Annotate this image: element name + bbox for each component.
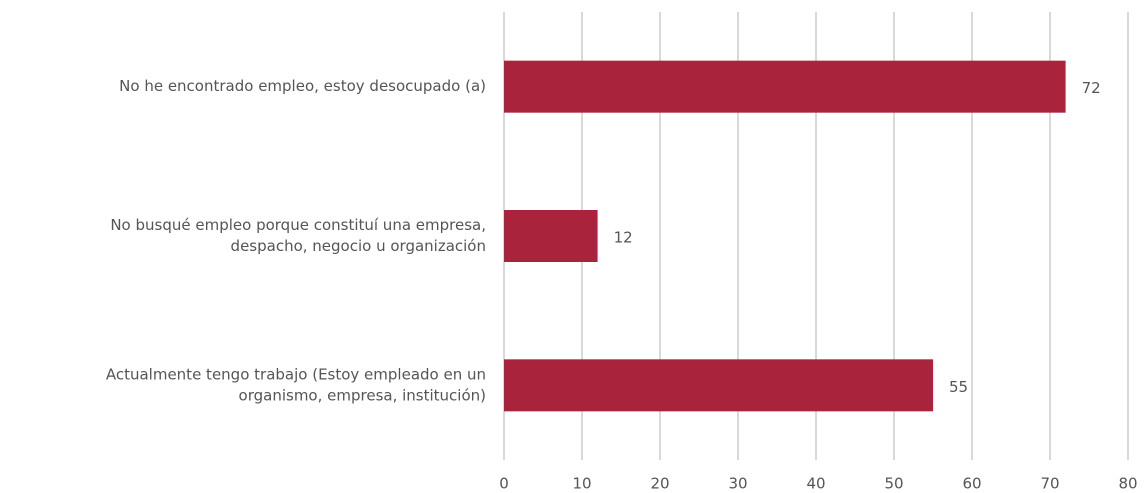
x-tick-label: 10 bbox=[572, 475, 591, 493]
value-label: 72 bbox=[1082, 79, 1101, 97]
x-tick-label: 70 bbox=[1040, 475, 1059, 493]
y-tick-label: despacho, negocio u organización bbox=[231, 237, 486, 255]
y-tick-label: organismo, empresa, institución) bbox=[239, 386, 486, 404]
x-tick-label: 50 bbox=[884, 475, 903, 493]
x-tick-label: 80 bbox=[1118, 475, 1137, 493]
x-tick-label: 20 bbox=[650, 475, 669, 493]
x-tick-label: 0 bbox=[499, 475, 509, 493]
value-label: 55 bbox=[949, 378, 968, 396]
y-tick-label: No busqué empleo porque constituí una em… bbox=[110, 216, 486, 234]
x-tick-label: 40 bbox=[806, 475, 825, 493]
bar bbox=[504, 359, 933, 412]
value-label: 12 bbox=[614, 229, 633, 247]
x-tick-label: 30 bbox=[728, 475, 747, 493]
y-tick-label: No he encontrado empleo, estoy desocupad… bbox=[119, 77, 486, 95]
y-tick-label: Actualmente tengo trabajo (Estoy emplead… bbox=[106, 365, 486, 383]
x-tick-label: 60 bbox=[962, 475, 981, 493]
bar bbox=[504, 210, 598, 262]
bar bbox=[504, 60, 1066, 113]
